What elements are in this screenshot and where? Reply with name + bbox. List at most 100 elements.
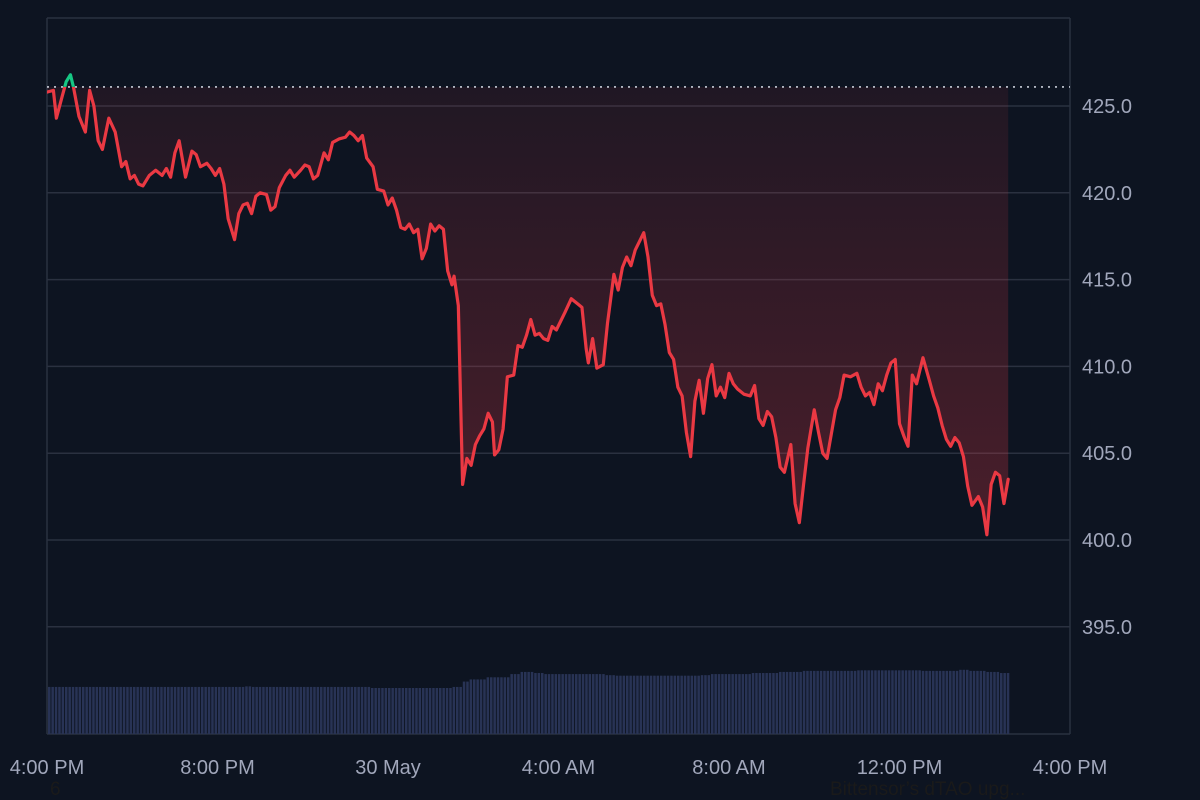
volume-bar: [109, 686, 112, 734]
volume-bar: [428, 687, 432, 734]
volume-bar: [510, 674, 513, 734]
volume-bar: [799, 671, 802, 734]
volume-bar: [197, 686, 201, 734]
volume-bar: [711, 674, 714, 734]
volume-bar: [894, 670, 898, 734]
volume-bar: [755, 673, 758, 734]
volume-bar: [82, 686, 85, 734]
volume-bar: [190, 686, 194, 734]
volume-bar: [252, 686, 255, 734]
volume-bar: [816, 670, 819, 734]
volume-bar: [544, 674, 547, 734]
volume-bar: [857, 670, 860, 734]
volume-bar: [908, 670, 911, 734]
volume-bar: [745, 674, 748, 734]
volume-bar: [241, 686, 245, 734]
volume-bar: [677, 675, 680, 734]
volume-bar: [979, 670, 983, 734]
volume-bar: [1000, 673, 1003, 734]
volume-bar: [840, 670, 843, 734]
volume-bar: [262, 686, 265, 734]
volume-bar: [588, 674, 592, 734]
volume-bar: [592, 674, 595, 734]
volume-bar: [235, 686, 238, 734]
volume-bar: [105, 686, 109, 734]
volume-bar: [286, 686, 289, 734]
volume-bar: [102, 686, 105, 734]
volume-bar: [707, 675, 711, 734]
volume-bar: [568, 674, 571, 734]
volume-bar: [75, 686, 78, 734]
volume-bar: [296, 686, 299, 734]
volume-bar: [503, 677, 507, 734]
volume-bar: [143, 686, 146, 734]
volume-bar: [802, 670, 806, 734]
volume-bar: [993, 671, 996, 734]
y-tick-label: 405.0: [1082, 443, 1132, 465]
volume-bar: [772, 673, 775, 734]
volume-bar: [449, 687, 452, 734]
volume-bar: [201, 686, 204, 734]
volume-bar: [983, 670, 986, 734]
volume-bar: [150, 686, 153, 734]
volume-bar: [337, 686, 340, 734]
volume-bar: [112, 686, 116, 734]
volume-bar: [796, 671, 799, 734]
volume-bar: [813, 670, 816, 734]
volume-bar: [564, 674, 568, 734]
volume-bar: [265, 686, 269, 734]
volume-bar: [534, 673, 537, 734]
volume-bar: [54, 686, 58, 734]
volume-bar: [160, 686, 163, 734]
volume-bar: [479, 679, 483, 734]
volume-bar: [139, 686, 143, 734]
volume-bar: [133, 686, 136, 734]
volume-bar: [704, 675, 707, 734]
volume-bar: [513, 674, 517, 734]
volume-bar: [527, 671, 530, 734]
volume-bar: [309, 686, 313, 734]
volume-bar: [728, 674, 731, 734]
volume-bar: [411, 687, 415, 734]
volume-bar: [996, 671, 1000, 734]
y-tick-label: 415.0: [1082, 270, 1132, 292]
volume-bar: [942, 670, 945, 734]
price-line-down: [47, 86, 1010, 537]
volume-bar: [962, 669, 966, 734]
volume-bar: [496, 677, 500, 734]
volume-bar: [248, 686, 252, 734]
volume-bar: [374, 687, 377, 734]
x-tick-label: 8:00 PM: [180, 757, 254, 779]
volume-bar: [439, 687, 442, 734]
volume-bar: [228, 686, 231, 734]
volume-bar: [976, 670, 979, 734]
volume-bar: [836, 670, 840, 734]
volume-bar: [629, 675, 632, 734]
volume-bar: [989, 671, 993, 734]
volume-bar: [381, 687, 384, 734]
volume-bar: [187, 686, 190, 734]
volume-bar: [371, 687, 374, 734]
volume-bar: [748, 674, 751, 734]
volume-bar: [581, 674, 585, 734]
volume-bar: [92, 686, 95, 734]
volume-bar: [462, 681, 466, 734]
volume-bar: [442, 687, 445, 734]
volume-bar: [384, 687, 388, 734]
volume-bar: [904, 670, 908, 734]
volume-bar: [126, 686, 129, 734]
volume-bar: [51, 686, 54, 734]
volume-bar: [170, 686, 173, 734]
volume-bar: [850, 670, 853, 734]
volume-bar: [129, 686, 133, 734]
volume-bar: [303, 686, 306, 734]
volume-bar: [898, 670, 901, 734]
volume-bar: [71, 686, 75, 734]
volume-bar: [180, 686, 184, 734]
volume-bar: [459, 686, 462, 734]
volume-bar: [394, 687, 398, 734]
volume-bar: [877, 670, 881, 734]
volume-bar: [493, 677, 496, 734]
volume-bar: [360, 686, 364, 734]
footer-news-link[interactable]: Bittensor’s dTAO upg...: [830, 779, 1025, 800]
